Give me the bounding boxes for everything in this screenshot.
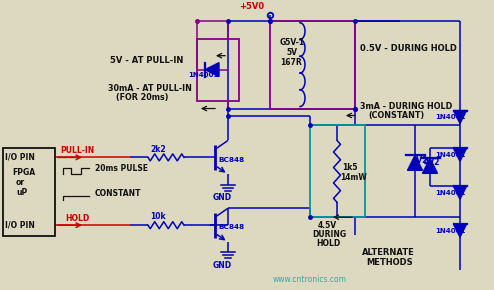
Polygon shape [422,158,438,173]
Text: CONSTANT: CONSTANT [95,189,141,198]
Text: (FOR 20ms): (FOR 20ms) [116,93,168,102]
Bar [3,148,55,236]
Polygon shape [453,110,466,124]
Text: uP: uP [16,188,27,197]
Text: www.cntronics.com: www.cntronics.com [273,275,347,284]
Text: 10k: 10k [150,212,166,221]
Text: 3mA - DURING HOLD: 3mA - DURING HOLD [360,102,452,110]
Text: 1N4001: 1N4001 [435,228,465,234]
Polygon shape [408,155,422,170]
Polygon shape [453,148,466,161]
Text: G5V-1: G5V-1 [280,38,305,47]
Text: 1N4001: 1N4001 [435,152,465,158]
Text: 1k5: 1k5 [342,163,358,172]
Text: 4V2: 4V2 [424,158,440,167]
Text: 1N4001: 1N4001 [435,190,465,196]
Text: or: or [16,178,25,187]
Polygon shape [205,63,219,77]
Text: 1N4001: 1N4001 [435,115,465,121]
Text: BC848: BC848 [218,224,244,230]
Bar [197,39,239,101]
Text: (CONSTANT): (CONSTANT) [368,110,424,119]
Text: 1N4001: 1N4001 [188,72,218,78]
Polygon shape [453,186,466,199]
Text: +5V0: +5V0 [240,2,265,11]
Text: I/O PIN: I/O PIN [5,153,35,162]
Text: ALTERNATE: ALTERNATE [362,248,415,257]
Text: HOLD: HOLD [65,214,89,223]
Text: 30mA - AT PULL-IN: 30mA - AT PULL-IN [108,84,192,93]
Text: 4V2: 4V2 [412,156,428,165]
Text: 5V - AT PULL-IN: 5V - AT PULL-IN [110,56,183,65]
Text: 20ms PULSE: 20ms PULSE [95,164,148,173]
Text: 5V: 5V [286,48,297,57]
Polygon shape [453,224,466,237]
Text: FPGA: FPGA [12,168,35,177]
Text: 14mW: 14mW [340,173,367,182]
Text: GND: GND [212,261,232,270]
Text: 2k2: 2k2 [150,145,166,154]
Text: 4.5V: 4.5V [318,221,337,230]
Text: GND: GND [212,193,232,202]
Text: PULL-IN: PULL-IN [60,146,94,155]
Bar [270,21,355,108]
Text: 0.5V - DURING HOLD: 0.5V - DURING HOLD [360,44,457,53]
Text: DURING: DURING [312,230,346,239]
Text: HOLD: HOLD [316,239,340,248]
Text: 167R: 167R [280,58,302,67]
Text: BC848: BC848 [218,157,244,163]
Text: I/O PIN: I/O PIN [5,221,35,230]
Text: METHODS: METHODS [366,258,412,267]
Bar [310,126,365,217]
